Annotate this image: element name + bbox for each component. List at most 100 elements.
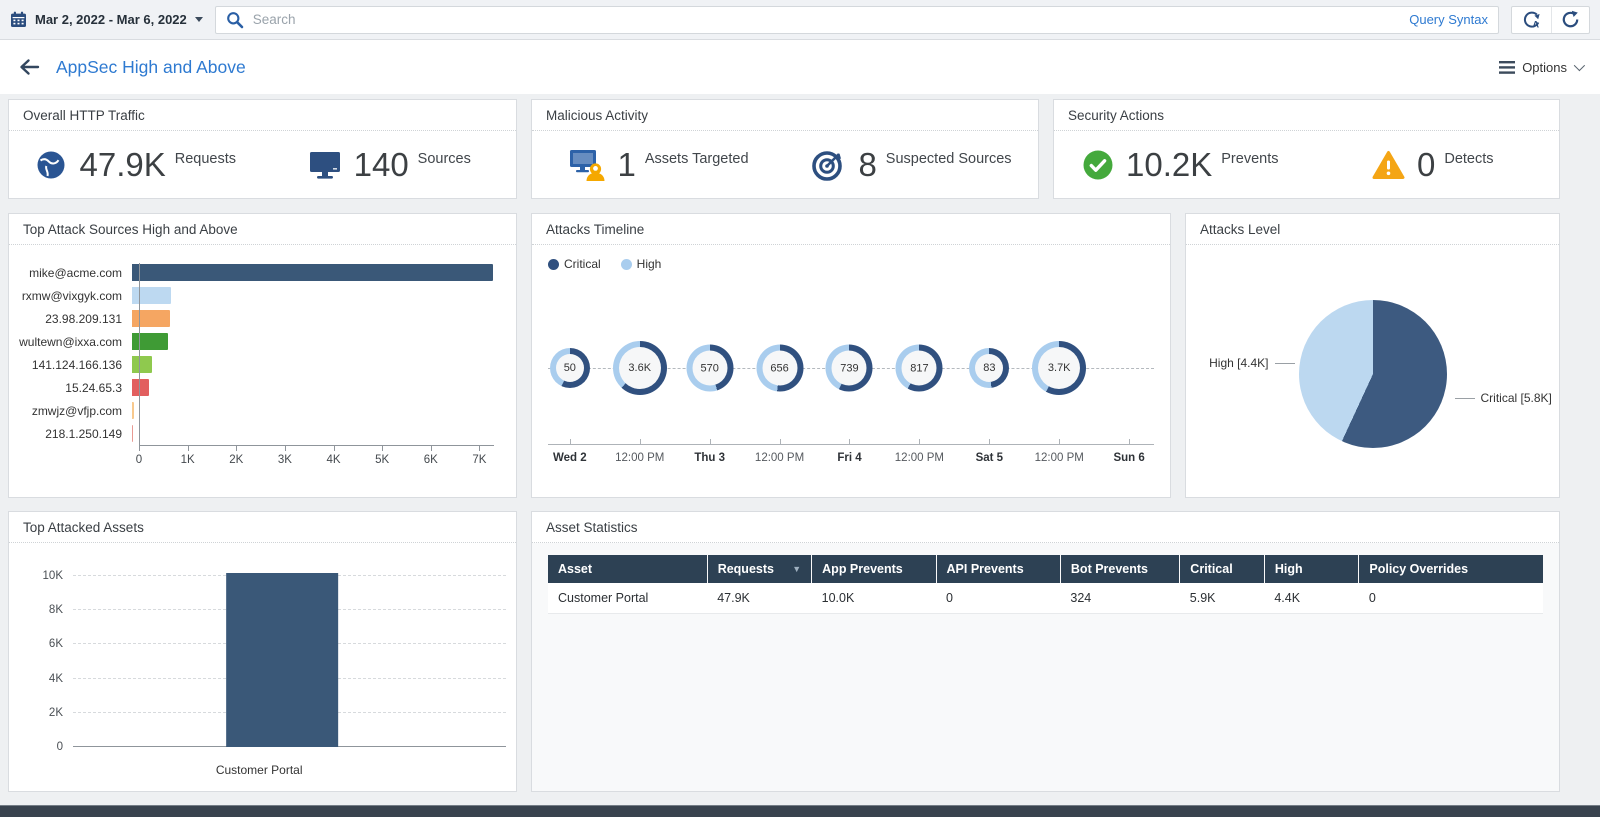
table-row[interactable]: Customer Portal 47.9K 10.0K 0 324 5.9K 4.4K 0 — [548, 583, 1543, 614]
card-overall-http-traffic: Overall HTTP Traffic 47.9K Requests — [8, 99, 517, 199]
bar[interactable] — [225, 572, 338, 747]
suspected-sources-label: Suspected Sources — [885, 151, 1012, 167]
bar-row: wultewn@ixxa.com — [9, 330, 516, 353]
x-tick: 6K — [424, 446, 445, 466]
category-label: zmwjz@vfjp.com — [31, 403, 122, 418]
topbar-action-group: A — [1511, 5, 1590, 34]
bar[interactable] — [132, 379, 149, 396]
column-header-app-prevents[interactable]: App Prevents — [811, 555, 937, 583]
caret-down-icon — [194, 17, 203, 22]
calendar-icon — [10, 11, 27, 28]
suspected-sources-value: 8 — [858, 146, 877, 183]
panel-asset-statistics: Asset Statistics Asset Requests ▼ App Preve… — [531, 511, 1560, 792]
donut-value: 3.6K — [618, 347, 661, 389]
x-tick: Wed 2 — [553, 439, 604, 464]
legend-dot-icon — [620, 258, 632, 270]
table-cell: 324 — [1060, 583, 1180, 614]
warning-triangle-icon — [1372, 150, 1405, 180]
attacks-level-chart: High [4.4K] Critical [5.8K] — [1186, 245, 1559, 497]
panel-attacks-timeline: Attacks Timeline Critical High 50 3.6K 570 65… — [531, 213, 1171, 498]
timeline-donut[interactable]: 817 — [895, 344, 943, 392]
prevents-value: 10.2K — [1126, 146, 1213, 183]
case-sensitive-search-icon: A — [1523, 11, 1540, 30]
bar[interactable] — [132, 264, 493, 281]
globe-icon — [35, 149, 67, 181]
y-tick: 4K — [48, 672, 63, 685]
panel-title: Asset Statistics — [532, 512, 1559, 543]
refresh-button[interactable] — [1551, 6, 1589, 33]
donut-value: 570 — [692, 350, 728, 386]
category-label: wultewn@ixxa.com — [19, 334, 122, 349]
table-cell: 47.9K — [707, 583, 812, 614]
card-title: Overall HTTP Traffic — [9, 100, 516, 131]
panel-title: Attacks Level — [1186, 214, 1559, 245]
attacks-level-pie[interactable] — [1298, 299, 1447, 448]
table-cell: Customer Portal — [548, 583, 708, 614]
card-title: Security Actions — [1054, 100, 1559, 131]
y-tick: 6K — [48, 638, 63, 651]
requests-value: 47.9K — [79, 146, 166, 183]
timeline-donut[interactable]: 50 — [549, 348, 590, 388]
x-tick: 12:00 PM — [755, 439, 829, 464]
card-title: Malicious Activity — [532, 100, 1038, 131]
case-sensitive-search-button[interactable]: A — [1512, 7, 1551, 33]
x-tick: 3K — [278, 446, 299, 466]
search-bar[interactable]: Query Syntax — [214, 5, 1499, 34]
legend-dot-icon — [548, 258, 559, 270]
column-header-api-prevents[interactable]: API Prevents — [936, 555, 1061, 583]
timeline-donut[interactable]: 656 — [756, 344, 804, 392]
date-range-picker[interactable]: Mar 2, 2022 - Mar 6, 2022 — [10, 11, 203, 28]
panel-top-attack-sources: Top Attack Sources High and Above mike@a… — [8, 213, 517, 498]
donut-value: 50 — [555, 354, 584, 382]
category-label: 15.24.65.3 — [65, 380, 122, 395]
x-tick: 1K — [181, 446, 202, 466]
bar[interactable] — [132, 425, 134, 442]
legend-item: Critical — [548, 257, 601, 271]
column-header-requests[interactable]: Requests ▼ — [707, 555, 813, 583]
options-button[interactable]: Options — [1499, 60, 1586, 75]
refresh-icon — [1562, 10, 1579, 28]
date-range-label: Mar 2, 2022 - Mar 6, 2022 — [35, 12, 187, 27]
sort-desc-icon[interactable]: ▼ — [792, 564, 802, 574]
hamburger-icon — [1499, 60, 1516, 74]
timeline-donut[interactable]: 83 — [969, 348, 1010, 388]
back-button[interactable] — [18, 58, 40, 76]
column-header-high[interactable]: High — [1264, 555, 1360, 583]
x-tick: Sun 6 — [1113, 439, 1160, 464]
y-tick: 2K — [48, 706, 63, 719]
card-malicious-activity: Malicious Activity 1 Assets Targeted — [531, 99, 1039, 199]
bar[interactable] — [132, 310, 170, 327]
x-tick: 2K — [229, 446, 250, 466]
bar[interactable] — [132, 333, 168, 350]
bar[interactable] — [132, 356, 153, 373]
timeline-donut[interactable]: 3.7K — [1032, 341, 1087, 395]
prevents-label: Prevents — [1221, 151, 1279, 167]
page-title: AppSec High and Above — [56, 56, 246, 77]
svg-text:A: A — [1533, 20, 1540, 30]
column-header-critical[interactable]: Critical — [1179, 555, 1265, 583]
query-syntax-link[interactable]: Query Syntax — [1409, 12, 1488, 27]
column-header-bot-prevents[interactable]: Bot Prevents — [1060, 555, 1181, 583]
panel-attacks-level: Attacks Level High [4.4K] Critical [5.8K… — [1185, 213, 1560, 498]
timeline-donut[interactable]: 570 — [686, 344, 734, 392]
target-icon — [811, 147, 846, 182]
top-attack-sources-chart: mike@acme.com rxmw@vixgyk.com 23.98.209.… — [9, 245, 516, 497]
category-label: Customer Portal — [215, 763, 303, 777]
bar-row: zmwjz@vfjp.com — [9, 399, 516, 422]
asset-statistics-table: Asset Requests ▼ App Prevents API Prevents Bo… — [548, 555, 1543, 614]
bar[interactable] — [132, 402, 135, 419]
bar-row: mike@acme.com — [9, 261, 516, 284]
panel-title: Top Attacked Assets — [9, 512, 516, 543]
timeline-donut[interactable]: 739 — [825, 344, 873, 392]
column-header-asset[interactable]: Asset — [548, 555, 708, 583]
check-circle-icon — [1082, 149, 1114, 181]
requests-label: Requests — [174, 151, 236, 167]
search-input[interactable] — [252, 12, 1401, 27]
timeline-donut[interactable]: 3.6K — [612, 341, 667, 395]
stat-prevents: 10.2K Prevents — [1054, 148, 1307, 181]
bar[interactable] — [132, 287, 171, 304]
bar-row: 141.124.166.136 — [9, 353, 516, 376]
column-header-policy-overrides[interactable]: Policy Overrides — [1358, 555, 1543, 583]
category-label: mike@acme.com — [29, 265, 122, 280]
donut-value: 656 — [762, 350, 798, 386]
